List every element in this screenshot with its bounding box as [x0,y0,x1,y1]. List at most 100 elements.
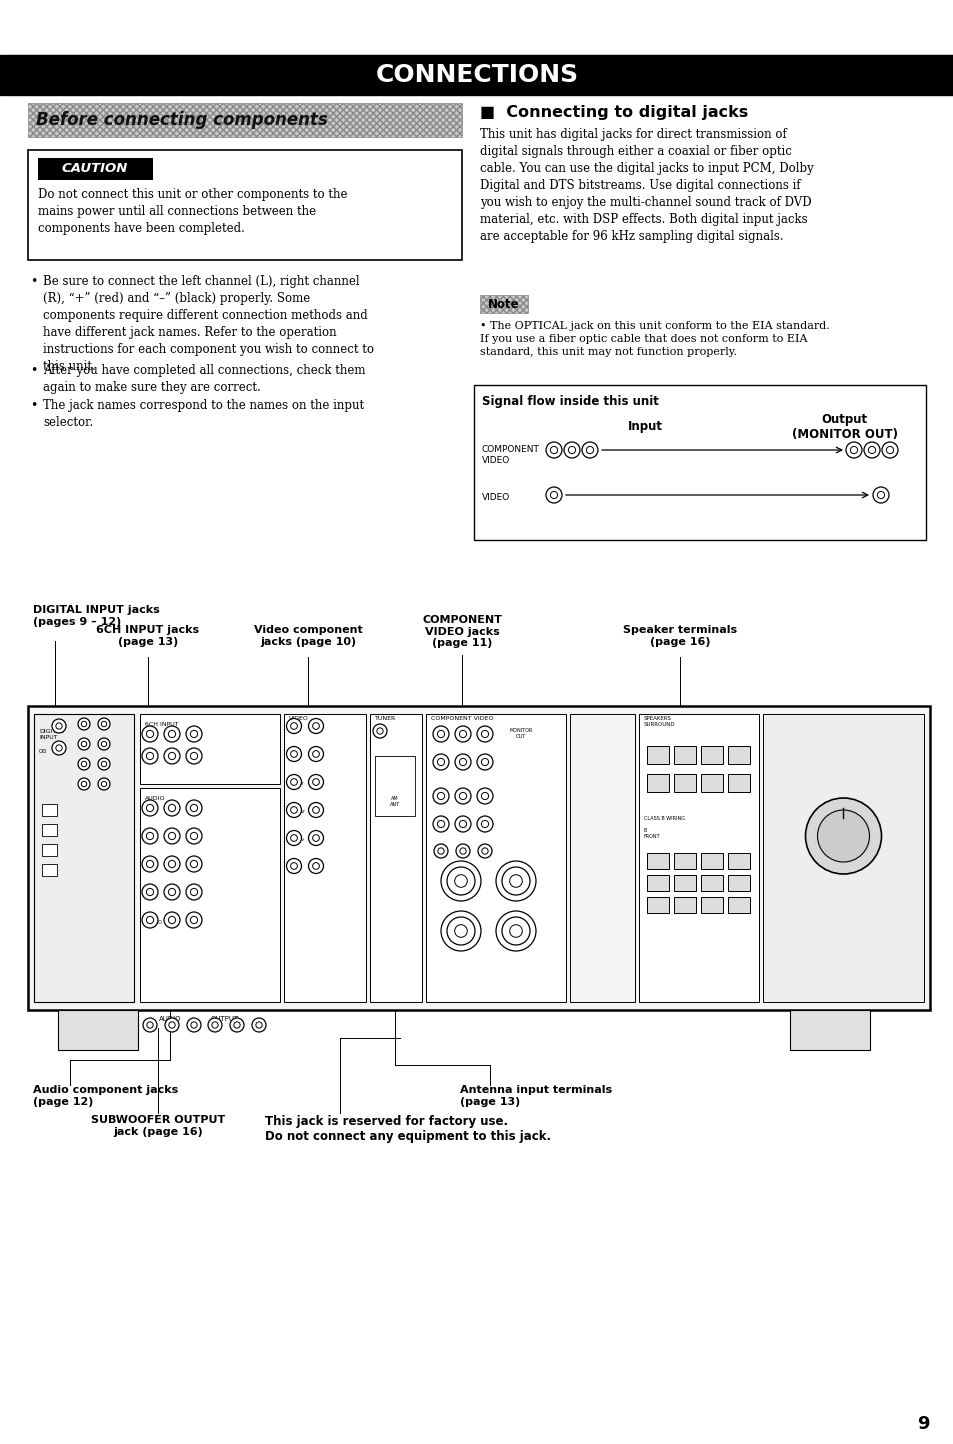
Circle shape [142,913,158,928]
Bar [426,713,565,1002]
Circle shape [146,731,153,738]
Circle shape [186,913,202,928]
Circle shape [863,442,879,458]
Text: ■  Connecting to digital jacks: ■ Connecting to digital jacks [479,105,747,120]
Text: DIGITAL INPUT jacks
(pages 9 – 12): DIGITAL INPUT jacks (pages 9 – 12) [33,605,159,627]
Text: This unit has digital jacks for direct transmission of
digital signals through e: This unit has digital jacks for direct t… [479,129,813,243]
Circle shape [459,793,466,800]
Circle shape [81,761,87,767]
Circle shape [313,778,319,786]
Bar [727,897,749,913]
Text: OD: OD [39,749,48,754]
Bar [42,825,57,836]
Circle shape [142,748,158,764]
Text: DVD: DVD [145,807,155,813]
Circle shape [286,747,301,761]
Text: Antenna input terminals
(page 13): Antenna input terminals (page 13) [459,1084,612,1106]
Circle shape [286,859,301,874]
Circle shape [186,856,202,872]
Circle shape [186,726,202,742]
Circle shape [481,758,488,765]
Circle shape [146,832,153,839]
Text: Speaker terminals
(page 16): Speaker terminals (page 16) [622,625,737,647]
Bar [58,1009,138,1050]
Text: Do not connect this unit or other components to the
mains power until all connec: Do not connect this unit or other compon… [38,188,347,235]
Circle shape [455,754,471,770]
Text: DVD: DVD [289,726,297,731]
Text: COMPONENT
VIDEO jacks
(page 11): COMPONENT VIDEO jacks (page 11) [421,615,501,648]
Circle shape [433,754,449,770]
Circle shape [186,884,202,900]
Text: • The OPTICAL jack on this unit conform to the EIA standard.
If you use a fiber : • The OPTICAL jack on this unit conform … [479,321,829,358]
Circle shape [849,446,857,453]
Text: B
FRONT: B FRONT [643,827,659,839]
Circle shape [146,917,153,924]
Circle shape [436,731,444,738]
Circle shape [477,843,492,858]
Circle shape [164,884,180,900]
Text: 6CH INPUT: 6CH INPUT [145,722,178,726]
Circle shape [568,446,575,453]
Text: CONNECTIONS: CONNECTIONS [375,64,578,87]
Circle shape [506,872,524,890]
Circle shape [877,491,883,498]
Circle shape [101,781,107,787]
Text: The jack names correspond to the names on the input
selector.: The jack names correspond to the names o… [43,399,364,429]
Circle shape [191,752,197,760]
Circle shape [146,861,153,868]
Bar [38,157,152,180]
Circle shape [308,830,323,846]
Bar [28,103,461,137]
Circle shape [845,442,862,458]
Text: MD: MD [145,864,152,868]
Text: SUBWOOFER OUTPUT
jack (page 16): SUBWOOFER OUTPUT jack (page 16) [91,1115,225,1136]
Circle shape [191,917,197,924]
Circle shape [56,723,62,729]
Circle shape [98,718,110,731]
Bar [42,843,57,856]
Bar [789,1009,869,1050]
Circle shape [476,726,493,742]
Circle shape [459,848,466,855]
Text: LD: LD [145,836,152,840]
Circle shape [496,911,536,952]
Circle shape [509,924,521,937]
Text: 9: 9 [917,1415,929,1432]
Text: AUDIO: AUDIO [145,796,165,801]
Text: Be sure to connect the left channel (L), right channel
(R), “+” (red) and “–” (b: Be sure to connect the left channel (L),… [43,274,374,373]
Circle shape [101,761,107,767]
Circle shape [191,804,197,812]
Circle shape [146,804,153,812]
Circle shape [164,726,180,742]
Circle shape [56,745,62,751]
Circle shape [455,816,471,832]
Circle shape [169,832,175,839]
Circle shape [169,888,175,895]
Text: Before connecting components: Before connecting components [36,111,328,129]
Circle shape [191,832,197,839]
Circle shape [804,799,881,874]
Circle shape [313,807,319,813]
Circle shape [313,835,319,842]
Bar [284,713,366,1002]
Circle shape [52,719,66,734]
Circle shape [169,804,175,812]
Circle shape [81,741,87,747]
Text: After you have completed all connections, check them
again to make sure they are: After you have completed all connections… [43,364,365,394]
Circle shape [191,731,197,738]
Circle shape [545,487,561,503]
Circle shape [867,446,875,453]
Text: Output
(MONITOR OUT): Output (MONITOR OUT) [791,413,897,440]
Circle shape [186,827,202,843]
Text: COMPONENT
VIDEO: COMPONENT VIDEO [481,445,539,465]
Circle shape [78,758,90,770]
Circle shape [509,875,521,887]
Circle shape [164,913,180,928]
Circle shape [98,738,110,749]
Bar [34,713,133,1002]
Circle shape [308,774,323,790]
Circle shape [496,861,536,901]
Circle shape [455,875,467,887]
Circle shape [291,807,297,813]
Circle shape [376,728,383,734]
